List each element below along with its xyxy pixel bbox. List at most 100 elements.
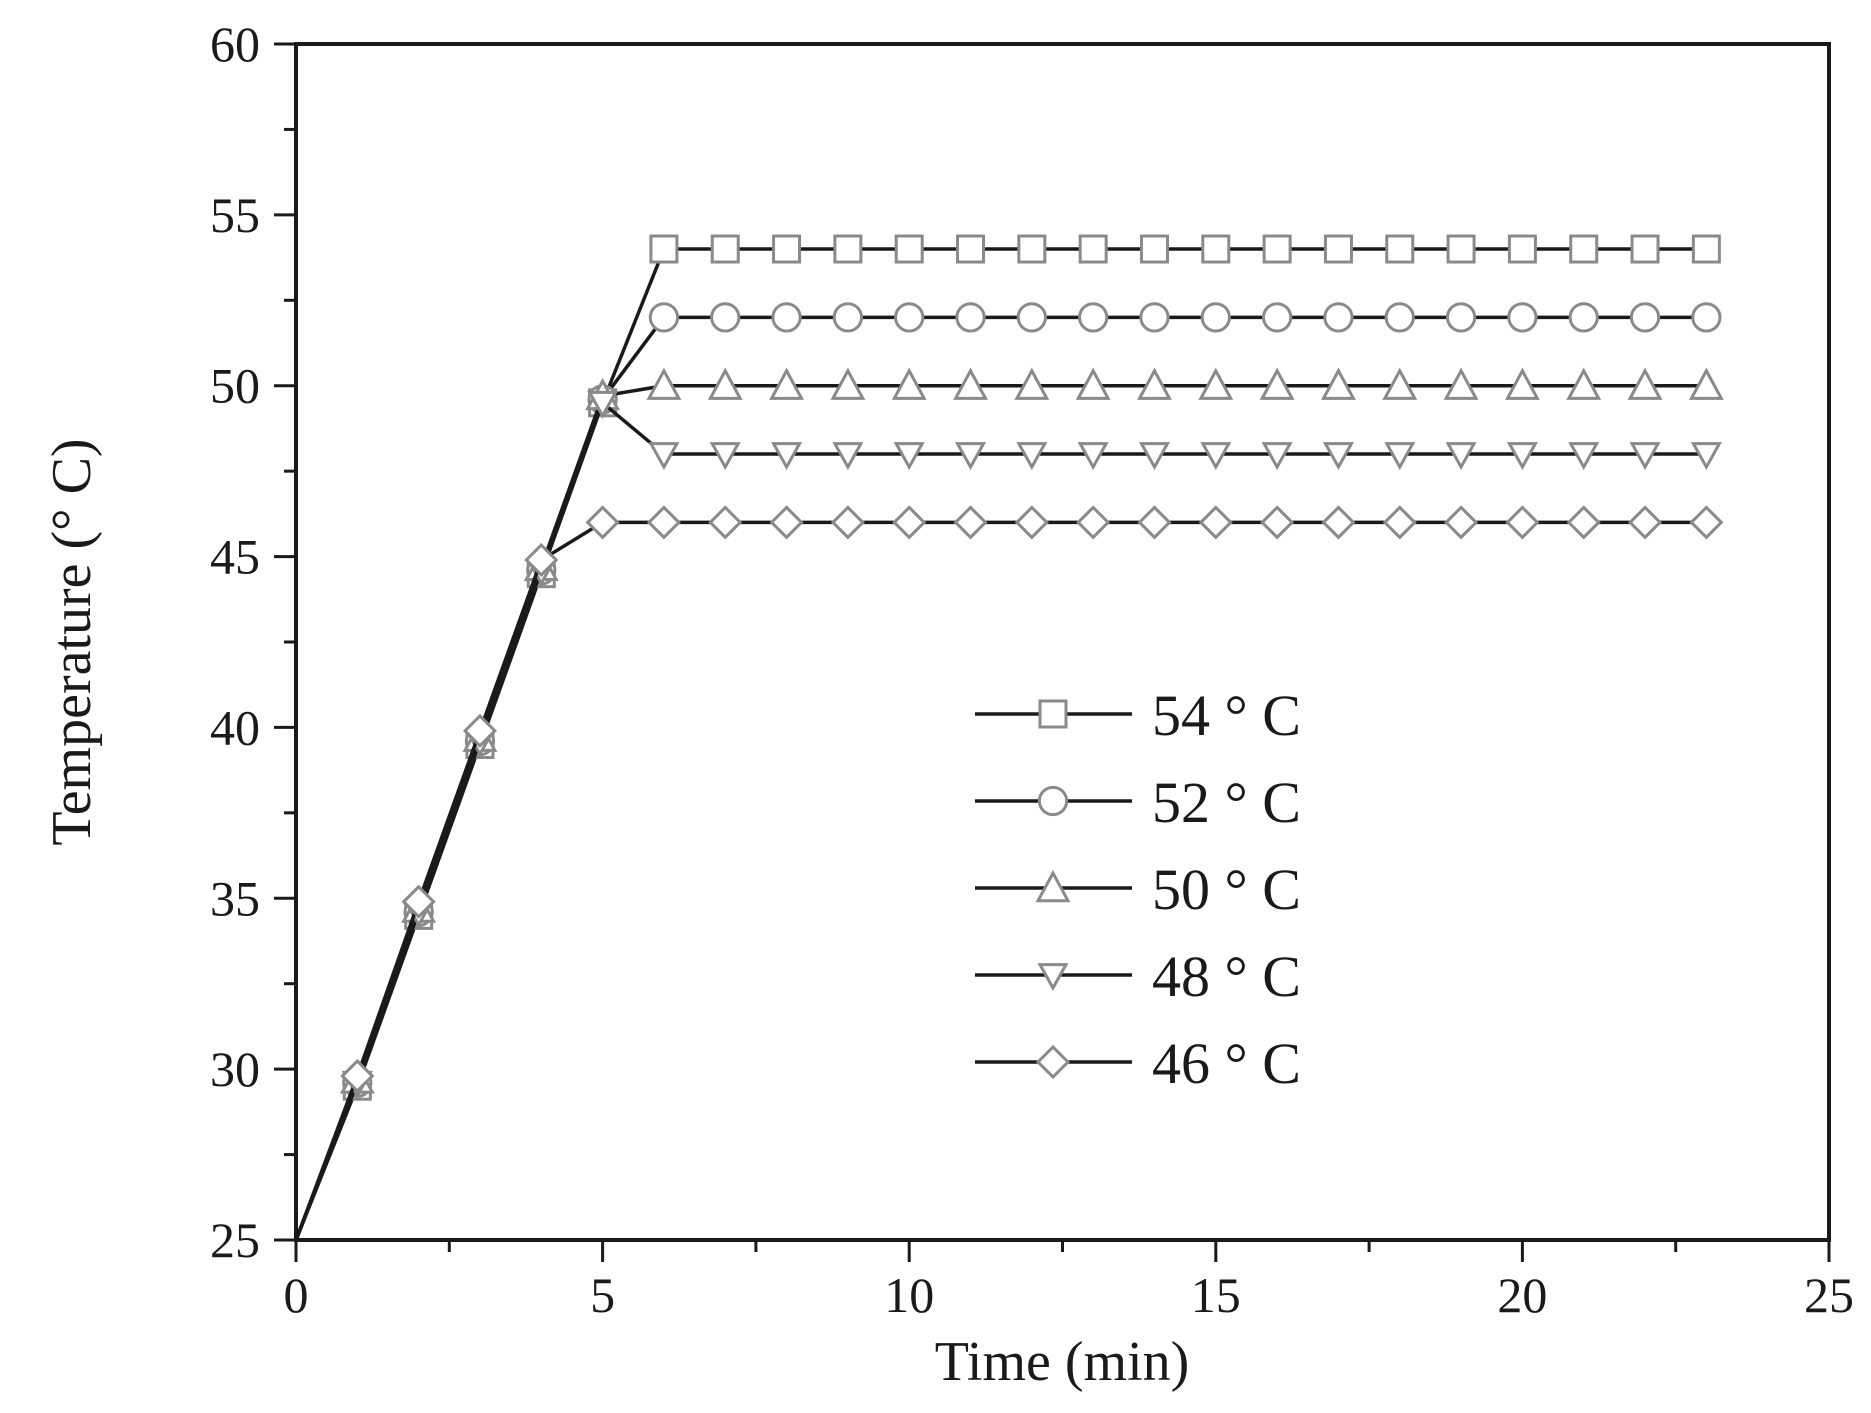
- series-52-c: [294, 302, 1722, 1241]
- data-point-52-c: [1078, 302, 1109, 333]
- data-point-48-c: [1445, 442, 1477, 471]
- x-tick-label-20: 20: [1497, 1267, 1547, 1323]
- data-point-50-c: [1382, 367, 1418, 400]
- data-point-52-c: [1200, 302, 1231, 333]
- data-point-52-c: [1261, 302, 1293, 333]
- data-point-46-c: [769, 505, 804, 540]
- data-point-50-c: [1627, 367, 1663, 400]
- data-point-52-c: [832, 302, 864, 333]
- data-point-48-c: [1261, 442, 1293, 471]
- y-tick-label-60: 60: [210, 16, 260, 72]
- data-point-50-c: [1566, 367, 1602, 400]
- data-point-46-c: [892, 505, 927, 540]
- data-point-46-c: [1137, 505, 1172, 540]
- data-point-46-c: [1260, 505, 1295, 540]
- data-point-48-c: [832, 442, 864, 471]
- data-point-50-c: [830, 367, 866, 400]
- data-point-52-c: [1384, 302, 1415, 333]
- data-point-52-c: [1323, 302, 1354, 333]
- data-point-54-c: [649, 234, 679, 264]
- legend-marker: [1037, 785, 1069, 817]
- legend-label: 46 ° C: [1152, 1031, 1301, 1096]
- x-tick-label-0: 0: [284, 1267, 309, 1323]
- data-point-50-c: [1014, 367, 1050, 400]
- data-point-46-c: [524, 542, 559, 578]
- data-point-48-c: [1322, 442, 1354, 471]
- legend-item-52-c: 52 ° C: [975, 770, 1301, 835]
- y-tick-label-35: 35: [210, 870, 260, 926]
- data-point-54-c: [1262, 234, 1292, 264]
- data-point-54-c: [1017, 234, 1047, 264]
- data-point-52-c: [894, 302, 925, 333]
- data-point-46-c: [462, 713, 498, 748]
- data-point-46-c: [646, 505, 681, 540]
- data-point-52-c: [710, 302, 741, 333]
- data-point-52-c: [1016, 302, 1047, 333]
- legend-item-46-c: 46 ° C: [975, 1031, 1301, 1096]
- data-point-54-c: [1323, 234, 1353, 264]
- data-point-50-c: [1443, 367, 1479, 400]
- legend-label: 50 ° C: [1152, 857, 1301, 922]
- data-point-48-c: [1077, 442, 1109, 471]
- data-point-46-c: [1382, 505, 1417, 540]
- data-point-54-c: [1139, 234, 1169, 264]
- data-point-52-c: [648, 302, 680, 333]
- data-point-46-c: [1505, 505, 1540, 540]
- series-line-54-c: [294, 247, 1707, 1241]
- data-point-46-c: [953, 505, 988, 540]
- legend-item-48-c: 48 ° C: [975, 944, 1301, 1009]
- data-point-54-c: [1691, 234, 1721, 264]
- y-tick-label-55: 55: [210, 187, 260, 243]
- data-point-50-c: [1075, 367, 1111, 400]
- data-point-54-c: [710, 234, 740, 264]
- data-point-48-c: [771, 442, 803, 471]
- data-point-48-c: [893, 442, 925, 471]
- legend-label: 48 ° C: [1152, 944, 1301, 1009]
- legend-marker: [1038, 699, 1068, 729]
- data-point-54-c: [1630, 234, 1660, 264]
- data-point-46-c: [1444, 505, 1479, 540]
- data-point-50-c: [953, 367, 988, 400]
- data-point-52-c: [955, 302, 986, 333]
- legend-marker: [1035, 869, 1071, 903]
- data-point-46-c: [1076, 505, 1111, 540]
- series-50-c: [294, 367, 1724, 1241]
- data-point-52-c: [1445, 302, 1477, 333]
- legend-label: 52 ° C: [1152, 770, 1301, 835]
- y-tick-label-30: 30: [210, 1041, 260, 1097]
- data-point-48-c: [1384, 442, 1416, 471]
- y-axis-title: Temperature (° C): [41, 438, 103, 845]
- series-line-48-c: [294, 399, 1707, 1241]
- data-point-50-c: [1688, 367, 1724, 400]
- data-point-50-c: [1198, 367, 1234, 400]
- data-point-48-c: [1568, 442, 1600, 471]
- data-point-46-c: [1627, 505, 1663, 540]
- data-point-54-c: [956, 234, 986, 264]
- data-point-54-c: [833, 234, 863, 264]
- data-point-50-c: [769, 367, 805, 400]
- data-point-46-c: [708, 505, 743, 540]
- x-tick-label-25: 25: [1804, 1267, 1854, 1323]
- data-point-46-c: [1689, 505, 1724, 540]
- legend-label: 54 ° C: [1152, 683, 1301, 748]
- legend-marker: [1035, 1044, 1071, 1080]
- data-point-48-c: [1690, 442, 1722, 471]
- data-point-46-c: [830, 505, 865, 540]
- series-line-46-c: [294, 520, 1707, 1241]
- data-point-50-c: [1259, 367, 1295, 400]
- data-point-48-c: [954, 442, 987, 471]
- data-point-54-c: [1385, 234, 1415, 264]
- data-point-52-c: [771, 302, 802, 333]
- data-point-46-c: [585, 505, 620, 540]
- data-point-52-c: [1139, 302, 1170, 333]
- x-tick-label-10: 10: [884, 1267, 934, 1323]
- data-point-52-c: [1691, 302, 1722, 333]
- data-point-50-c: [1504, 367, 1540, 400]
- data-point-52-c: [1507, 302, 1538, 333]
- legend-item-50-c: 50 ° C: [975, 857, 1301, 922]
- data-point-54-c: [894, 234, 924, 264]
- data-point-48-c: [1016, 442, 1048, 471]
- y-tick-label-45: 45: [210, 529, 260, 585]
- data-point-48-c: [1138, 442, 1171, 471]
